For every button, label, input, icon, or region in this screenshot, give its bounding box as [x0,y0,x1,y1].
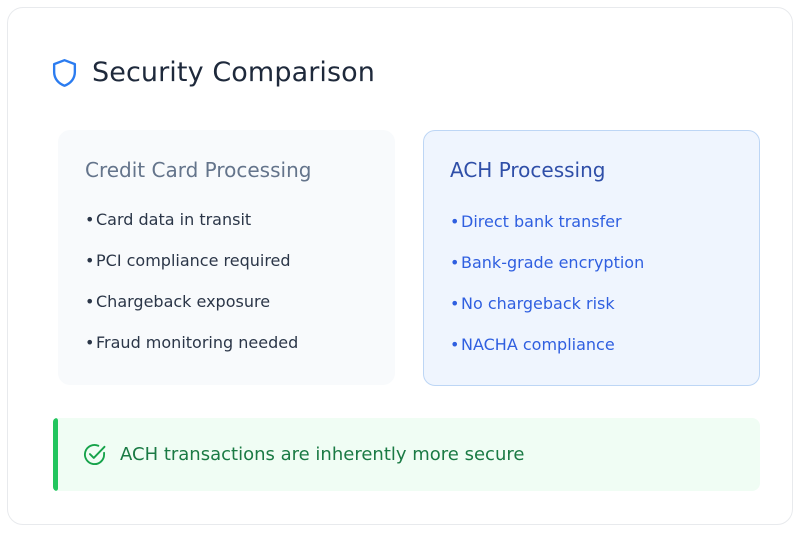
credit-card-heading: Credit Card Processing [85,158,312,182]
card-header: Security Comparison [51,53,375,93]
credit-card-processing-card: Credit Card Processing •Card data in tra… [58,130,395,385]
bullet-icon: • [85,292,95,311]
bullet-icon: • [450,212,460,231]
banner-accent-bar [53,418,58,491]
banner-content: ACH transactions are inherently more sec… [82,418,524,491]
bullet-icon: • [450,335,460,354]
ach-feature-list: •Direct bank transfer •Bank-grade encryp… [450,212,644,376]
bullet-icon: • [85,251,95,270]
check-circle-icon [82,442,107,467]
list-item-label: Card data in transit [96,210,252,229]
security-conclusion-banner: ACH transactions are inherently more sec… [53,418,760,491]
security-comparison-card: Security Comparison Credit Card Processi… [7,7,793,525]
list-item-label: Direct bank transfer [461,212,622,231]
list-item: •Chargeback exposure [85,292,298,312]
list-item: •Direct bank transfer [450,212,644,232]
list-item: •No chargeback risk [450,294,644,314]
bullet-icon: • [450,294,460,313]
bullet-icon: • [450,253,460,272]
credit-card-feature-list: •Card data in transit •PCI compliance re… [85,210,298,353]
list-item: •Bank-grade encryption [450,253,644,273]
list-item: •NACHA compliance [450,335,644,355]
ach-heading: ACH Processing [450,158,606,182]
list-item: •Card data in transit [85,210,298,230]
bullet-icon: • [85,210,95,229]
list-item: •Fraud monitoring needed [85,333,298,353]
list-item-label: NACHA compliance [461,335,615,354]
list-item-label: Chargeback exposure [96,292,271,311]
list-item: •PCI compliance required [85,251,298,271]
page-title: Security Comparison [92,57,376,88]
ach-processing-card: ACH Processing •Direct bank transfer •Ba… [423,130,760,386]
list-item-label: Fraud monitoring needed [96,333,299,352]
list-item-label: No chargeback risk [461,294,615,313]
list-item-label: Bank-grade encryption [461,253,645,272]
list-item-label: PCI compliance required [96,251,291,270]
banner-text: ACH transactions are inherently more sec… [120,443,525,465]
bullet-icon: • [85,333,95,352]
shield-icon [51,58,78,88]
